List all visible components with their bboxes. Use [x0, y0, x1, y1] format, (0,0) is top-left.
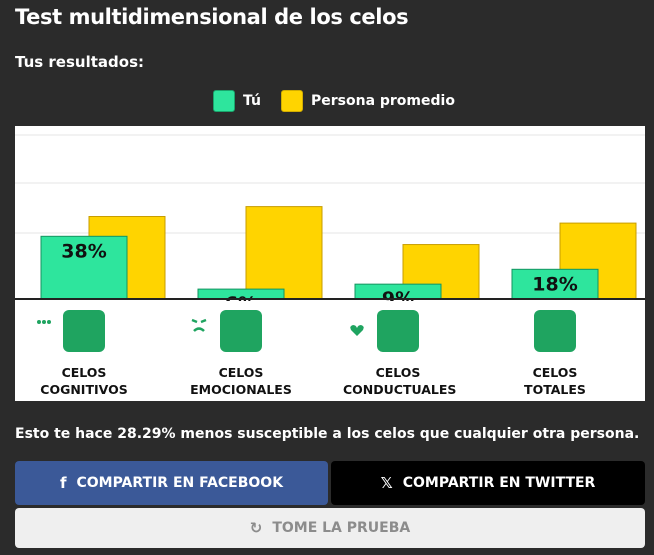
bar-value-label: 9% [382, 288, 414, 301]
bar-value-label: 6% [225, 293, 257, 301]
retake-test-button[interactable]: ↻ TOME LA PRUEBA [15, 508, 645, 548]
bar-you [40, 235, 128, 300]
page-title: Test multidimensional de los celos [15, 5, 409, 29]
refresh-icon: ↻ [249, 519, 263, 537]
legend-swatch-average [280, 90, 303, 112]
chart-legend: Tú Persona promedio [213, 90, 475, 112]
bar-value-label: 38% [61, 240, 106, 262]
bar-you [511, 268, 599, 300]
x-logo-icon: 𝕏 [380, 474, 393, 492]
flaming-heart-icon [347, 310, 419, 352]
results-heading: Tus resultados: [15, 53, 144, 71]
category-total: CELOS TOTALES [500, 310, 610, 398]
category-emotional: CELOS EMOCIONALES [186, 310, 296, 398]
category-label: CELOS COGNITIVOS [40, 365, 128, 397]
thought-bubble-icon [31, 310, 105, 352]
bar-average [245, 206, 323, 300]
category-behavioral: CELOS CONDUCTUALES [343, 310, 457, 398]
share-twitter-label: COMPARTIR EN TWITTER [402, 475, 596, 491]
legend-item-average: Persona promedio [280, 90, 455, 112]
category-label: CELOS TOTALES [524, 365, 586, 397]
result-summary: Esto te hace 28.29% menos susceptible a … [15, 426, 640, 442]
legend-label-average: Persona promedio [310, 93, 455, 109]
legend-swatch-you [213, 90, 235, 112]
category-label: CELOS EMOCIONALES [190, 365, 292, 397]
category-cognitive: CELOS COGNITIVOS [29, 310, 139, 398]
legend-item-you: Tú [213, 90, 261, 112]
bar-chart: 38% 6% 9% 18% [15, 134, 645, 301]
constellation-icon [502, 310, 576, 352]
share-facebook-label: COMPARTIR EN FACEBOOK [76, 475, 284, 491]
facebook-icon: f [59, 474, 67, 492]
bar-value-label: 18% [532, 273, 577, 295]
retake-test-label: TOME LA PRUEBA [272, 520, 411, 536]
share-facebook-button[interactable]: f COMPARTIR EN FACEBOOK [15, 461, 328, 505]
legend-label-you: Tú [243, 93, 261, 109]
theater-mask-icon [189, 310, 262, 352]
chart-panel: 38% 6% 9% 18% CELOS COGNITIVOS CELOS EMOCIO… [15, 126, 645, 401]
share-twitter-button[interactable]: 𝕏 COMPARTIR EN TWITTER [331, 461, 645, 505]
category-label: CELOS CONDUCTUALES [343, 365, 457, 397]
